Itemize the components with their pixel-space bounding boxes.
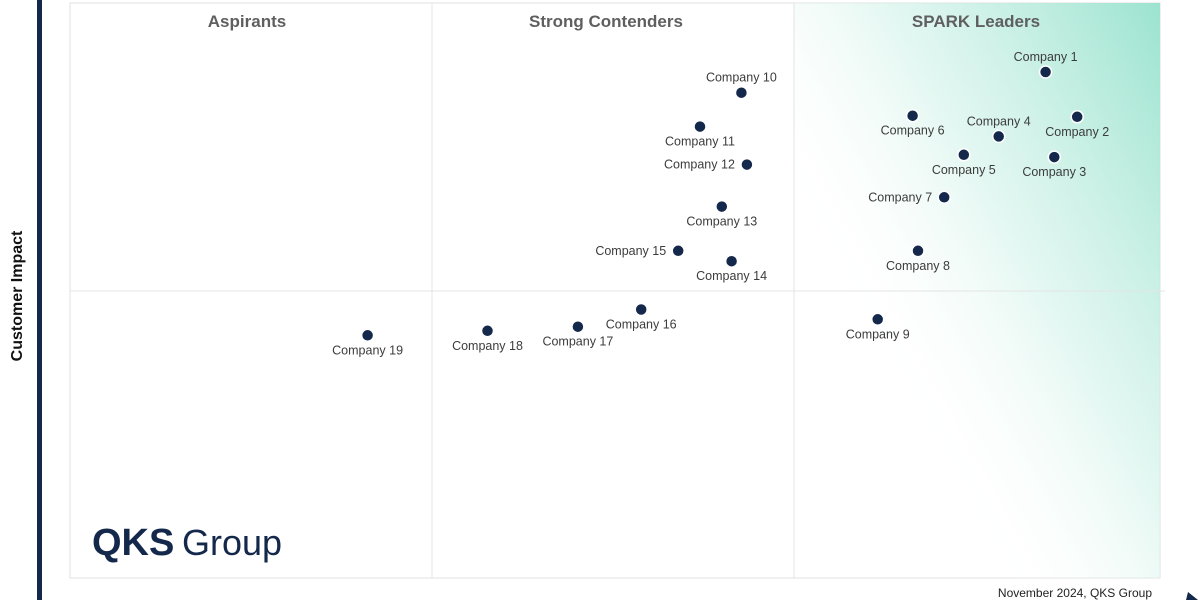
point-label-company-9: Company 9 [846,327,910,341]
point-company-11 [693,119,707,134]
point-label-company-12: Company 12 [664,158,735,172]
point-label-company-6: Company 6 [881,124,945,138]
footnote: November 2024, QKS Group [998,586,1152,600]
point-label-company-1: Company 1 [1014,50,1078,64]
point-label-company-10: Company 10 [706,71,777,85]
quadrant-label-strong-contenders: Strong Contenders [529,12,683,31]
point-label-company-19: Company 19 [332,343,403,357]
point-company-2 [1070,110,1084,124]
point-company-18 [480,324,495,338]
point-label-company-18: Company 18 [452,339,523,353]
qks-group-logo: QKS Group [92,522,282,564]
point-company-9 [870,312,885,327]
point-company-17 [571,319,585,334]
logo-qks-text: QKS [92,522,174,564]
y-axis-bar [37,0,42,600]
point-company-7 [937,190,951,205]
point-company-19 [360,328,375,343]
point-label-company-3: Company 3 [1022,165,1086,179]
point-label-company-13: Company 13 [686,215,757,229]
quadrant-label-aspirants: Aspirants [208,12,286,31]
x-axis-arrow [1186,592,1198,600]
point-company-3 [1047,150,1062,164]
point-company-13 [715,199,729,214]
point-label-company-4: Company 4 [967,114,1031,128]
point-company-10 [734,85,749,100]
point-company-16 [634,302,648,317]
point-company-5 [957,148,971,162]
point-label-company-2: Company 2 [1045,125,1109,139]
point-label-company-8: Company 8 [886,259,950,273]
point-company-15 [671,244,685,258]
point-company-4 [991,129,1006,144]
point-company-14 [724,254,739,268]
point-label-company-5: Company 5 [932,163,996,177]
point-company-8 [911,244,925,258]
point-label-company-14: Company 14 [696,269,767,283]
point-label-company-16: Company 16 [606,318,677,332]
data-points: Company 1 Company 2 Company 3 Company 4 Comp… [332,50,1109,357]
point-label-company-17: Company 17 [542,335,613,349]
point-label-company-7: Company 7 [868,190,932,204]
point-company-12 [740,157,754,172]
point-company-6 [905,108,920,123]
point-label-company-11: Company 11 [665,135,735,149]
logo-group-text: Group [182,522,282,563]
y-axis-label: Customer Impact [9,230,26,361]
point-label-company-15: Company 15 [595,244,666,258]
point-company-1 [1038,65,1053,79]
quadrant-label-spark-leaders: SPARK Leaders [912,12,1040,31]
